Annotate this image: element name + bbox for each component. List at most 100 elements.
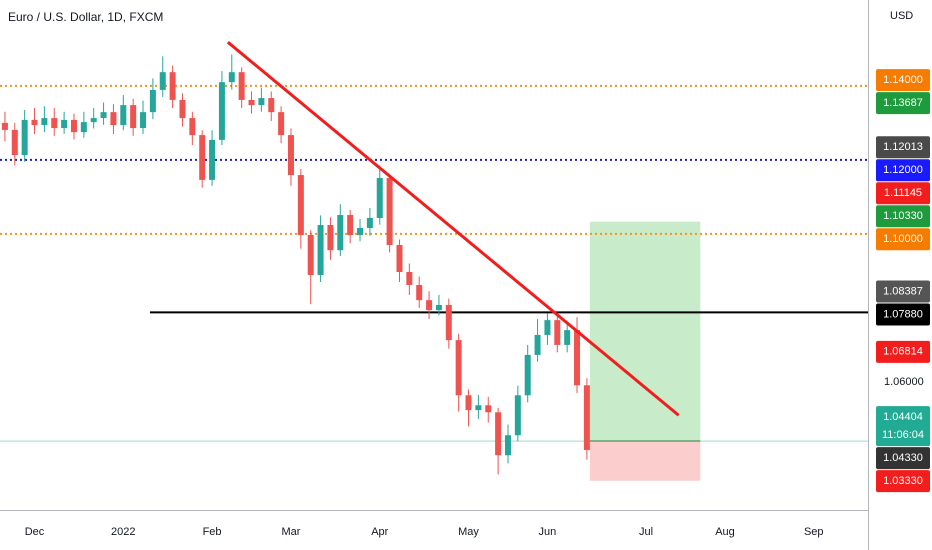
candle-body <box>70 119 77 133</box>
price-label-box <box>876 69 930 92</box>
candle-body <box>41 118 48 126</box>
candle-body <box>347 215 354 236</box>
price-label-box <box>876 182 930 205</box>
candle-body <box>317 225 324 275</box>
price-label: 1.08387 <box>883 285 923 297</box>
candle-body <box>248 99 255 106</box>
candle-body <box>90 118 97 123</box>
stop-zone <box>589 441 701 481</box>
candle-body <box>61 119 68 129</box>
candle-body <box>268 98 275 113</box>
x-tick-label: Sep <box>804 526 824 538</box>
x-tick-label: Dec <box>25 526 45 538</box>
candle-body <box>51 118 58 129</box>
candle-body <box>238 72 245 100</box>
candle-body <box>426 300 433 311</box>
candle-body <box>524 354 531 396</box>
candle-body <box>495 412 502 456</box>
candle-body <box>435 304 442 311</box>
price-label-box <box>876 228 930 251</box>
candle-body <box>21 119 28 156</box>
price-label: 1.06814 <box>883 346 923 358</box>
candle-body <box>366 217 373 228</box>
candle-body <box>544 320 551 335</box>
price-label: 1.04404 <box>883 411 923 423</box>
candle-body <box>574 330 581 386</box>
plot-area <box>0 41 868 481</box>
price-label: 1.12013 <box>883 141 923 153</box>
x-tick-label: 2022 <box>111 526 135 538</box>
candle-body <box>475 405 482 411</box>
candle-body <box>209 139 216 180</box>
price-label-box <box>876 470 930 493</box>
candle-body <box>386 178 393 246</box>
candle-body <box>80 122 87 133</box>
candle-body <box>504 435 511 456</box>
candle-body <box>258 98 265 106</box>
x-tick-label: Jul <box>639 526 653 538</box>
y-tick-label: 1.06000 <box>884 376 924 388</box>
candle-body <box>189 118 196 136</box>
candle-body <box>455 340 462 396</box>
currency: USD <box>890 10 913 22</box>
candle-body <box>307 235 314 275</box>
price-label-box <box>876 280 930 303</box>
price-label-box <box>876 303 930 326</box>
candle-body <box>357 227 364 236</box>
price-label: 1.13687 <box>883 97 923 109</box>
price-label: 1.14000 <box>883 74 923 86</box>
candle-body <box>485 405 492 413</box>
candle-body <box>396 245 403 273</box>
countdown: 11:06:04 <box>882 429 924 441</box>
price-label-box <box>876 92 930 115</box>
price-label: 1.04330 <box>883 452 923 464</box>
candle-body <box>564 330 571 345</box>
candle-body <box>534 334 541 355</box>
x-tick-label: Mar <box>282 526 301 538</box>
price-label: 1.03330 <box>883 475 923 487</box>
price-label-box <box>876 205 930 228</box>
price-label: 1.11145 <box>884 187 922 199</box>
candle-body <box>11 129 18 156</box>
chart-title: Euro / U.S. Dollar, 1D, FXCM <box>8 10 163 24</box>
candle-body <box>554 320 561 345</box>
x-tick-label: Jun <box>539 526 557 538</box>
candle-body <box>199 135 206 180</box>
price-label-box <box>876 406 930 447</box>
x-tick-label: Feb <box>203 526 222 538</box>
candle-body <box>337 215 344 251</box>
candle-body <box>297 175 304 236</box>
target-zone <box>589 221 701 442</box>
candle-body <box>1 122 8 130</box>
candle-body <box>149 89 156 113</box>
x-tick-label: Apr <box>371 526 388 538</box>
price-label: 1.10000 <box>883 233 923 245</box>
candle-body <box>228 72 235 83</box>
candle-body <box>583 385 590 451</box>
candle-body <box>287 135 294 176</box>
candle-body <box>130 105 137 129</box>
candle-body <box>140 112 147 129</box>
price-label-box <box>876 136 930 159</box>
candle-body <box>100 112 107 119</box>
candle-body <box>514 395 521 436</box>
candle-body <box>110 112 117 126</box>
candle-body <box>445 304 452 341</box>
candle-body <box>120 105 127 126</box>
candle-body <box>376 178 383 218</box>
candle-body <box>327 225 334 251</box>
candle-body <box>416 284 423 301</box>
candle-body <box>179 99 186 119</box>
x-tick-label: May <box>458 526 479 538</box>
candle-body <box>218 82 225 140</box>
candle-body <box>406 272 413 285</box>
candle-body <box>31 119 38 126</box>
candle-body <box>465 395 472 411</box>
trendline <box>226 41 680 417</box>
price-label: 1.12000 <box>883 164 923 176</box>
x-tick-label: Aug <box>715 526 735 538</box>
price-label-box <box>876 159 930 182</box>
